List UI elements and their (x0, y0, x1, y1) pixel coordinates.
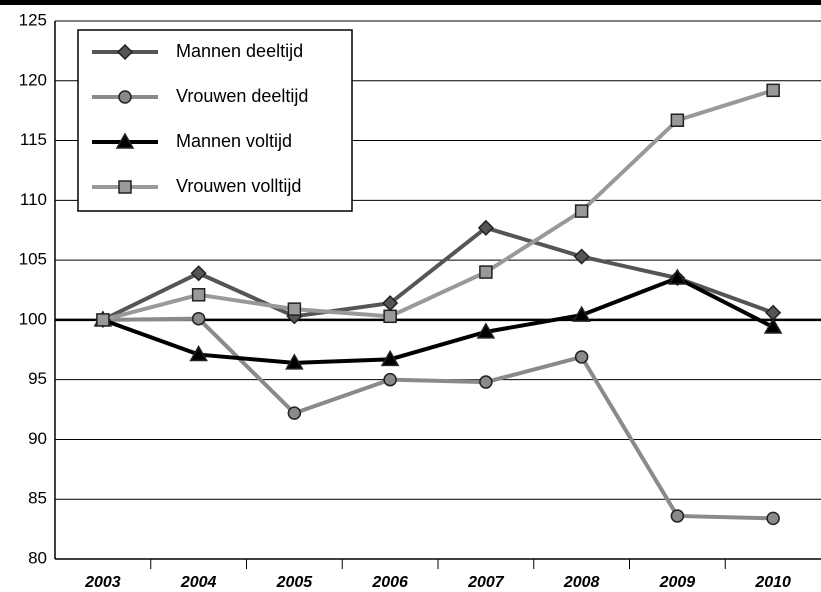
legend-label: Mannen voltijd (176, 131, 292, 151)
data-point (574, 204, 589, 218)
series-line (102, 88, 774, 322)
top-bar (0, 0, 821, 5)
legend-marker (116, 43, 134, 61)
y-tick-label: 120 (19, 70, 47, 89)
data-point (572, 305, 591, 322)
y-tick-label: 100 (19, 309, 47, 328)
legend-label: Mannen deeltijd (176, 41, 303, 61)
y-tick-label: 90 (28, 429, 47, 448)
x-tick-label: 2009 (659, 574, 696, 591)
data-point (476, 322, 496, 339)
data-point (383, 309, 397, 324)
data-point (191, 288, 206, 302)
series-line (102, 275, 775, 365)
series-line (102, 316, 774, 521)
x-tick-label: 2010 (754, 574, 791, 591)
y-tick-label: 115 (20, 130, 47, 149)
legend-marker (115, 132, 135, 149)
x-tick-label: 2007 (467, 574, 505, 591)
y-tick-label: 110 (20, 190, 47, 209)
data-point (670, 509, 685, 523)
legend-marker (118, 180, 132, 194)
y-tick-label: 80 (28, 548, 47, 567)
data-point (191, 311, 206, 326)
legend-label: Vrouwen deeltijd (176, 86, 308, 106)
data-point (670, 113, 685, 127)
data-point (477, 219, 494, 236)
data-point (285, 353, 304, 370)
data-point (574, 350, 589, 364)
legend-label: Vrouwen volltijd (176, 176, 301, 196)
data-point (287, 406, 302, 420)
data-point (668, 268, 687, 285)
legend-marker (118, 90, 132, 104)
x-tick-label: 2006 (371, 574, 408, 591)
data-point (380, 349, 400, 367)
data-point (479, 375, 493, 389)
y-tick-label: 105 (19, 250, 47, 269)
data-point (766, 511, 780, 526)
y-tick-label: 85 (28, 489, 47, 508)
data-point (189, 345, 208, 362)
data-point (573, 248, 590, 265)
data-point (96, 313, 110, 327)
data-point (190, 265, 207, 282)
y-tick-label: 125 (19, 10, 47, 29)
x-tick-label: 2008 (563, 574, 600, 591)
data-point (766, 83, 780, 98)
data-point (479, 265, 493, 279)
data-point (763, 317, 783, 334)
data-point (383, 372, 397, 387)
data-point (287, 302, 302, 316)
series-line (101, 225, 774, 322)
x-tick-label: 2004 (180, 574, 217, 591)
x-tick-label: 2003 (84, 574, 121, 591)
x-tick-label: 2005 (276, 574, 314, 591)
y-tick-label: 95 (28, 369, 47, 388)
